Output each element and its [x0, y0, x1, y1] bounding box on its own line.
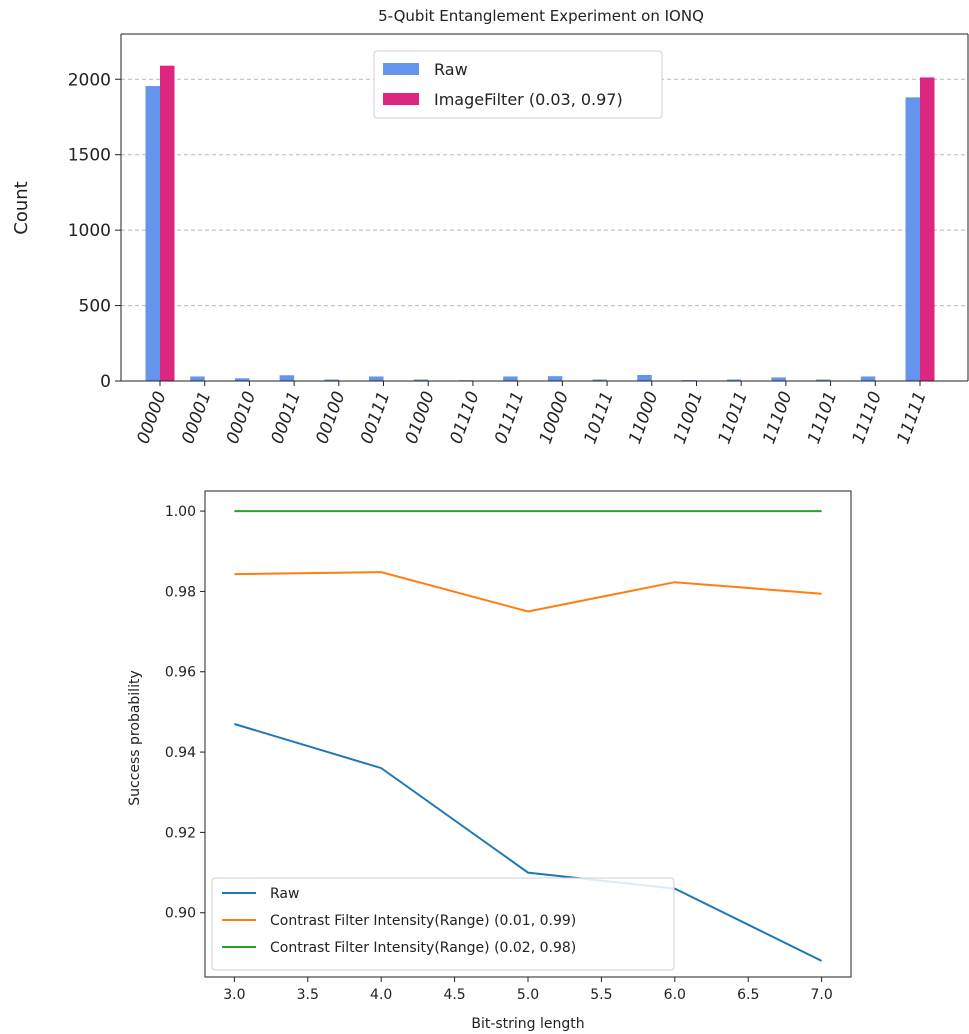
bar-raw-00000 — [145, 86, 160, 382]
x-tick-label: 6.0 — [664, 987, 686, 1003]
y-tick-label: 0 — [100, 372, 111, 392]
bar-raw-11000 — [637, 374, 652, 381]
bar-chart-y-ticks: 0 500 1000 1500 2000 — [68, 70, 121, 392]
x-tick-label: 01111 — [491, 389, 528, 447]
x-tick-label: 00000 — [133, 389, 170, 447]
line-chart-lines — [234, 510, 823, 962]
bar-raw-01000 — [413, 379, 429, 381]
x-tick-label: 5.5 — [590, 987, 612, 1003]
x-tick-label: 00001 — [178, 389, 215, 447]
bar-raw-10111 — [592, 379, 608, 381]
bar-chart-axes — [120, 33, 969, 382]
x-tick-label: 6.5 — [737, 987, 759, 1003]
y-tick-label: 500 — [79, 297, 111, 317]
y-tick-label: 2000 — [68, 70, 111, 90]
line-chart-legend: Raw Contrast Filter Intensity(Range) (0.… — [211, 877, 675, 971]
line-chart-frame — [204, 490, 852, 978]
x-tick-label: 3.0 — [223, 987, 245, 1003]
bar-chart: 5-Qubit Entanglement Experiment on IONQ … — [11, 7, 969, 447]
line-chart-y-label: Success probability — [127, 670, 143, 806]
x-tick-label: 01110 — [446, 389, 483, 447]
bar-raw-01111 — [503, 376, 518, 381]
x-tick-label: 10000 — [536, 389, 573, 447]
legend-label-contrast-001: Contrast Filter Intensity(Range) (0.01, … — [270, 913, 576, 929]
x-tick-label: 11110 — [849, 389, 886, 447]
bar-raw-11100 — [771, 377, 786, 381]
line-chart-x-ticks: 3.0 3.5 4.0 4.5 5.0 5.5 6.0 6.5 7.0 — [223, 977, 833, 1003]
legend-label-raw-line: Raw — [270, 886, 299, 902]
bar-chart-legend: Raw ImageFilter (0.03, 0.97) — [373, 50, 663, 119]
y-tick-label: 0.98 — [165, 584, 196, 600]
y-tick-label: 0.96 — [165, 665, 196, 681]
x-tick-label: 11000 — [625, 389, 662, 447]
series-line-contrast-filter-intensity-range-0-01-0-99 — [234, 571, 822, 613]
x-tick-label: 3.5 — [297, 987, 319, 1003]
x-tick-label: 11001 — [670, 389, 707, 447]
x-tick-label: 00010 — [223, 389, 260, 447]
x-tick-label: 01000 — [402, 389, 439, 447]
y-tick-label: 0.90 — [165, 906, 196, 922]
x-tick-label: 4.0 — [370, 987, 392, 1003]
bar-raw-11111 — [905, 97, 920, 381]
bar-raw-00111 — [369, 376, 384, 381]
bar-chart-y-label: Count — [11, 181, 32, 234]
x-tick-label: 10111 — [580, 389, 617, 447]
series-line-raw — [234, 723, 823, 962]
bar-raw-00010 — [234, 378, 250, 381]
x-tick-label: 00011 — [268, 389, 305, 447]
legend-label-imagefilter: ImageFilter (0.03, 0.97) — [434, 90, 623, 109]
y-tick-label: 1000 — [68, 221, 111, 241]
line-chart-y-ticks: 0.90 0.92 0.94 0.96 0.98 1.00 — [165, 504, 205, 922]
x-tick-label: 11100 — [759, 389, 796, 447]
bar-raw-10000 — [547, 376, 563, 381]
y-tick-label: 0.92 — [165, 825, 196, 841]
x-tick-label: 11101 — [804, 389, 841, 447]
bar-imagefilter-0-03-0-97-11111 — [920, 77, 935, 381]
bar-raw-00100 — [324, 379, 339, 381]
x-tick-label: 00111 — [357, 389, 394, 447]
bar-chart-title: 5-Qubit Entanglement Experiment on IONQ — [378, 7, 704, 25]
legend-label-contrast-002: Contrast Filter Intensity(Range) (0.02, … — [270, 940, 576, 956]
y-tick-label: 1500 — [68, 146, 111, 166]
bar-raw-11110 — [860, 376, 876, 381]
x-tick-label: 4.5 — [443, 987, 465, 1003]
bar-raw-00001 — [190, 376, 205, 381]
legend-swatch-raw — [383, 63, 419, 75]
x-tick-label: 00100 — [312, 389, 349, 447]
x-tick-label: 5.0 — [517, 987, 539, 1003]
line-chart-x-label: Bit-string length — [471, 1016, 584, 1032]
bar-raw-00011 — [279, 375, 295, 381]
legend-swatch-imagefilter — [383, 93, 419, 105]
x-tick-label: 11111 — [893, 389, 930, 447]
x-tick-label: 11011 — [715, 389, 752, 447]
bar-imagefilter-0-03-0-97-00000 — [160, 65, 175, 381]
bar-chart-bars — [145, 65, 935, 382]
bar-raw-11011 — [726, 379, 742, 381]
legend-label-raw: Raw — [434, 60, 468, 79]
y-tick-label: 1.00 — [165, 504, 196, 520]
bar-chart-x-ticks: 00000 00001 00010 00011 00100 00111 01000 01110… — [133, 381, 931, 447]
x-tick-label: 7.0 — [811, 987, 833, 1003]
y-tick-label: 0.94 — [165, 745, 196, 761]
bar-raw-11101 — [816, 379, 831, 381]
